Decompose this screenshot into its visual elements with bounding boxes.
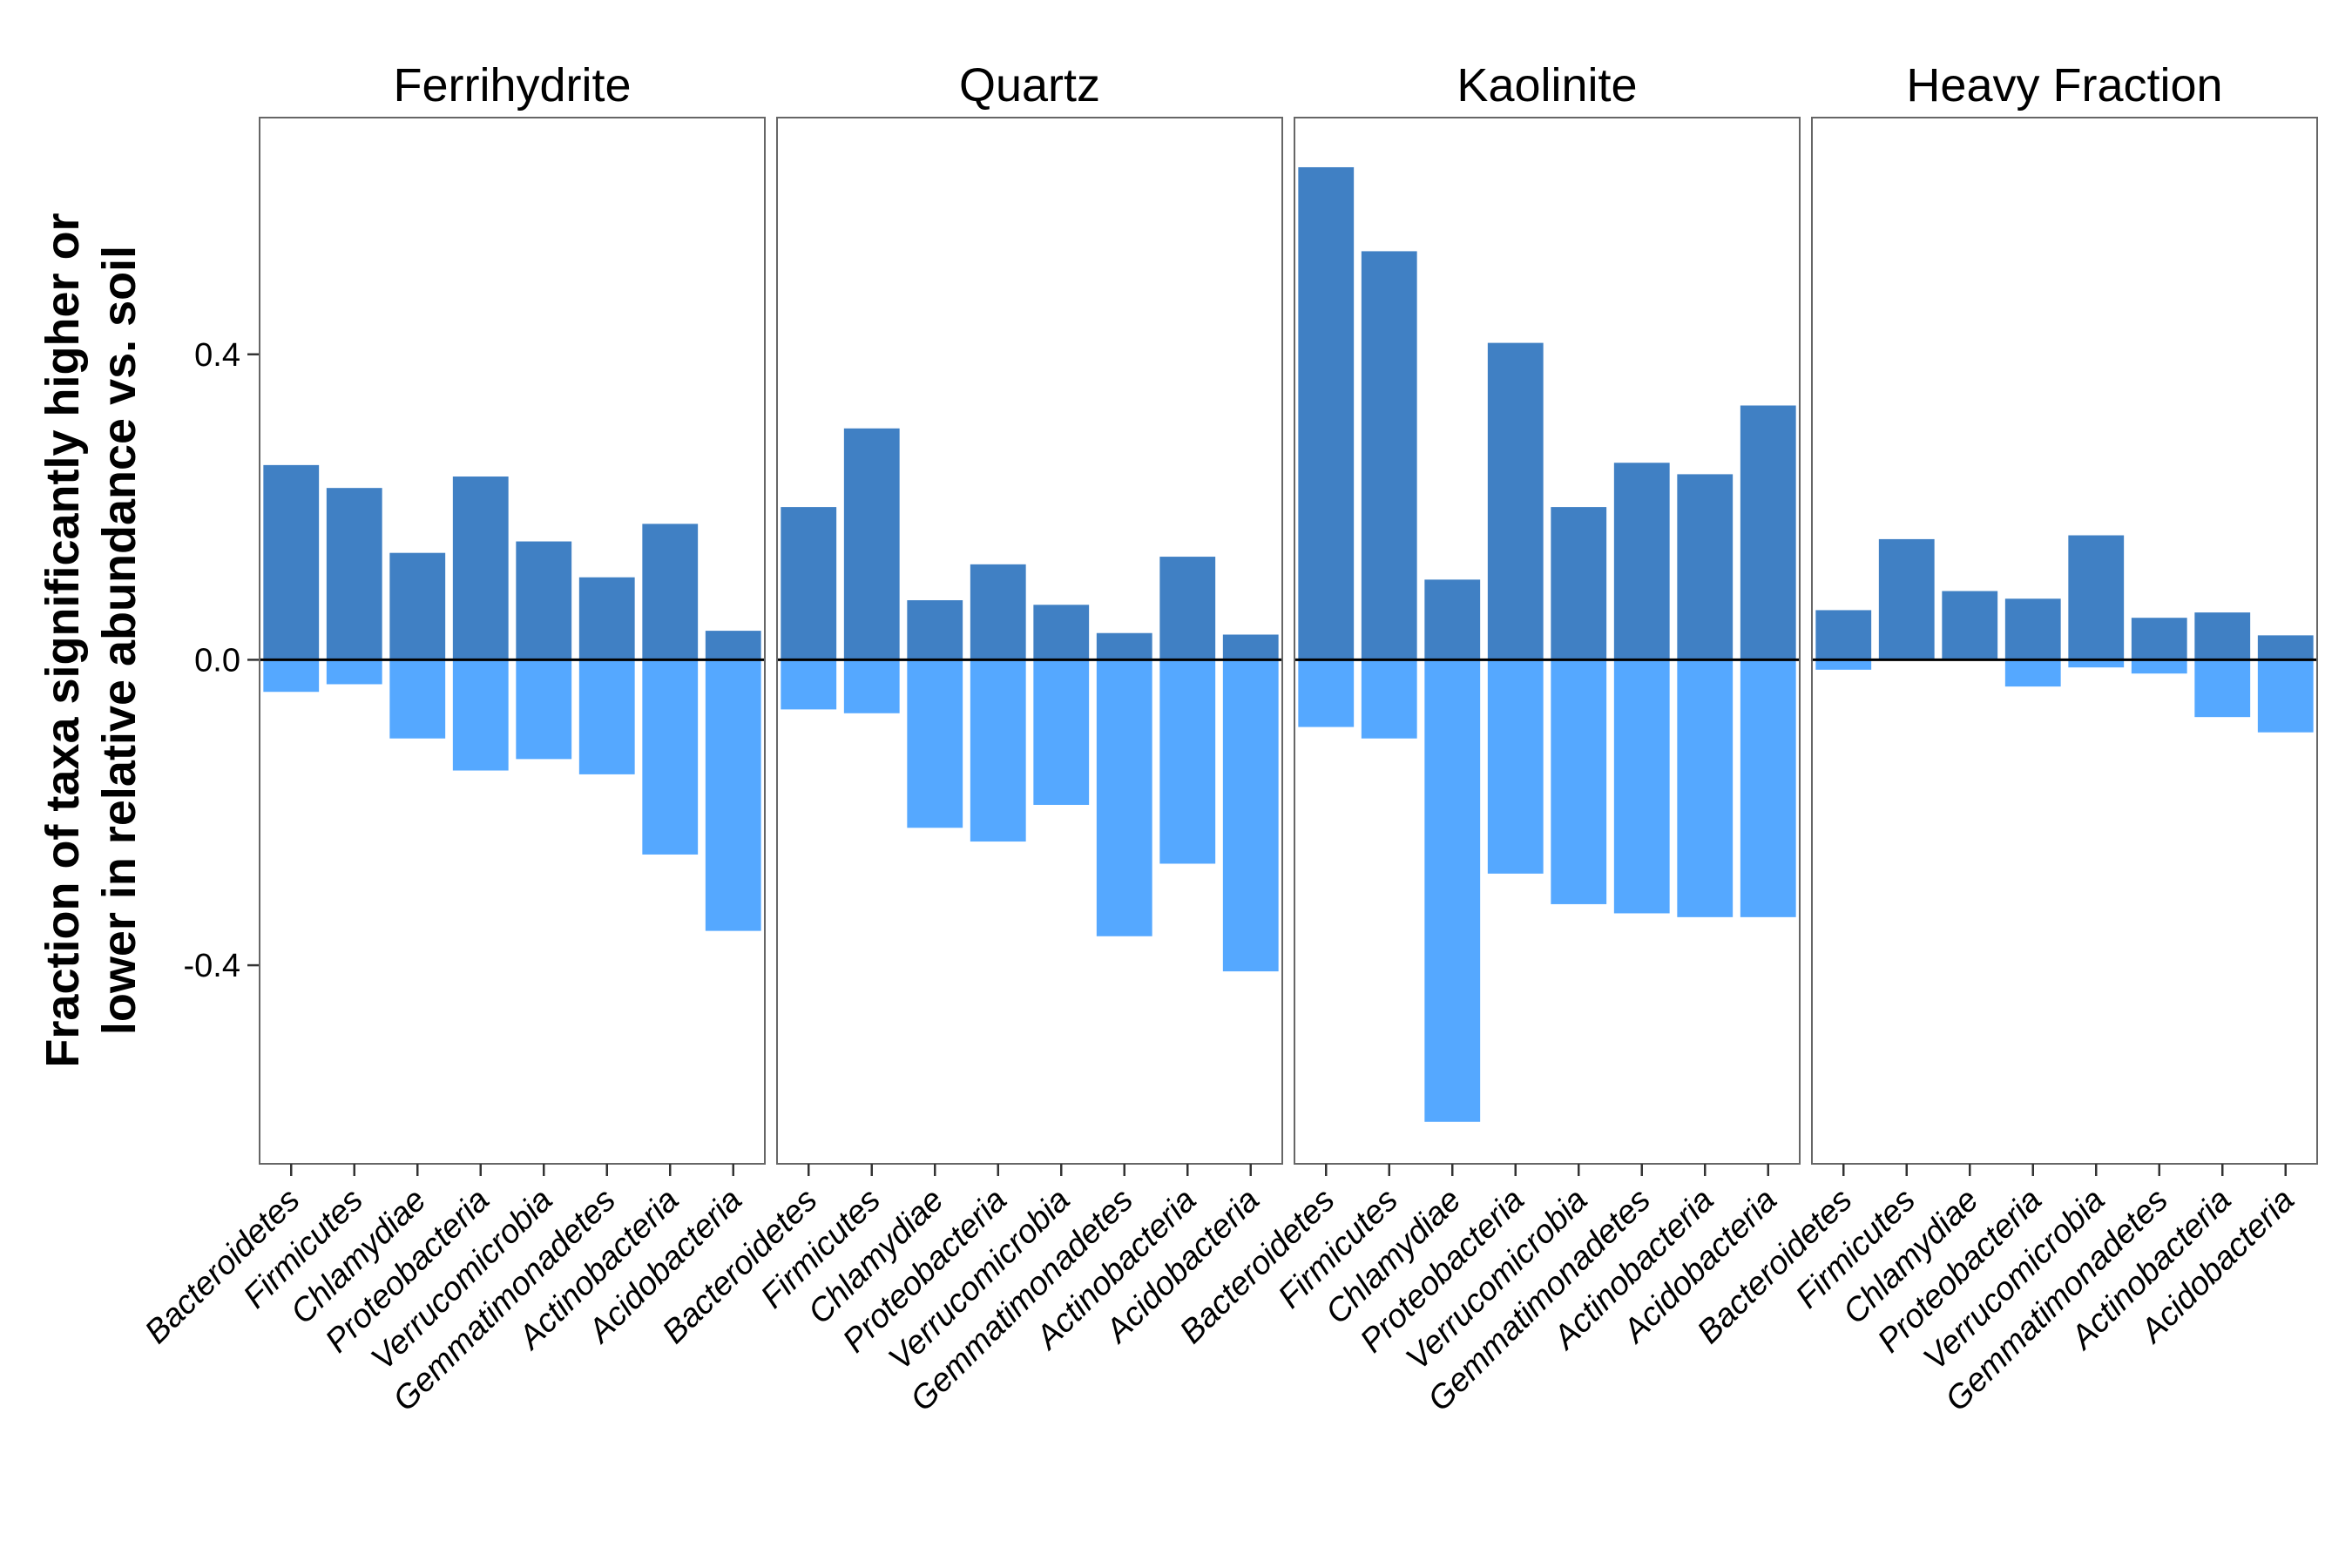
bar-lower	[2257, 659, 2314, 733]
bar-higher	[1361, 251, 1417, 660]
y-axis: 0.4 0.0 -0.4	[184, 337, 260, 984]
bar-higher	[2004, 598, 2061, 660]
bar-higher	[2257, 635, 2314, 660]
bar-lower	[1815, 659, 1872, 670]
y-axis-title-line-2: lower in relative abundance vs. soil	[93, 246, 145, 1035]
bar-higher	[1878, 538, 1935, 660]
bar-higher	[1298, 166, 1355, 660]
bar-lower	[2194, 659, 2251, 718]
panel-frame	[1294, 117, 1801, 1165]
bar-higher	[263, 464, 320, 660]
panel-frame	[776, 117, 1283, 1165]
bar-lower	[1487, 659, 1544, 874]
bar-lower	[1298, 659, 1355, 727]
bar-higher	[1159, 557, 1216, 660]
bar-lower	[1424, 659, 1481, 1122]
y-tick-label: -0.4	[184, 948, 240, 984]
bar-higher	[1613, 463, 1670, 660]
panel-title: Heavy Fraction	[1906, 59, 2222, 112]
bar-lower	[1613, 659, 1670, 914]
bar-higher	[1424, 579, 1481, 660]
bar-lower	[2004, 659, 2061, 687]
bar-higher	[578, 577, 635, 660]
bar-higher	[2131, 618, 2187, 660]
bar-higher	[516, 541, 572, 660]
bar-lower	[326, 659, 382, 685]
bar-lower	[1361, 659, 1417, 739]
bar-higher	[1942, 591, 1998, 660]
bar-lower	[1677, 659, 1734, 917]
y-axis-title: Fraction of taxa significantly higher or…	[37, 213, 145, 1067]
bar-lower	[1096, 659, 1152, 936]
bar-lower	[781, 659, 837, 710]
bar-higher	[2068, 535, 2125, 660]
bar-higher	[781, 507, 837, 660]
bar-lower	[642, 659, 699, 855]
bar-higher	[452, 476, 509, 660]
panel-title: Quartz	[959, 59, 1100, 112]
bar-higher	[970, 564, 1026, 660]
bar-higher	[1033, 605, 1090, 660]
bar-higher	[907, 600, 963, 660]
panels: FerrihydriteBacteroidetesFirmicutesChlam…	[139, 59, 2318, 1418]
bar-lower	[516, 659, 572, 760]
bar-higher	[389, 552, 446, 660]
bar-lower	[578, 659, 635, 774]
bar-higher	[705, 631, 761, 660]
bar-higher	[642, 524, 699, 660]
bar-higher	[1740, 405, 1796, 660]
bar-lower	[2131, 659, 2187, 674]
bar-lower	[452, 659, 509, 771]
panel-frame	[259, 117, 766, 1165]
bar-lower	[1740, 659, 1796, 917]
bar-higher	[1551, 507, 1607, 660]
panel-ferrihydrite: FerrihydriteBacteroidetesFirmicutesChlam…	[139, 59, 766, 1418]
panel-title: Ferrihydrite	[393, 59, 631, 112]
bar-higher	[326, 488, 382, 660]
bar-higher	[1677, 474, 1734, 660]
bar-lower	[263, 659, 320, 693]
y-axis-title-line-1: Fraction of taxa significantly higher or	[37, 213, 89, 1067]
bar-lower	[1033, 659, 1090, 805]
bar-higher	[1487, 342, 1544, 660]
bar-lower	[389, 659, 446, 739]
bar-lower	[1222, 659, 1279, 972]
y-tick-label: 0.4	[194, 337, 240, 374]
bar-lower	[907, 659, 963, 828]
bar-lower	[1551, 659, 1607, 904]
bar-lower	[705, 659, 761, 931]
bar-higher	[1815, 610, 1872, 660]
panel-title: Kaolinite	[1456, 59, 1637, 112]
bar-higher	[2194, 612, 2251, 660]
bar-lower	[970, 659, 1026, 842]
bar-lower	[843, 659, 900, 713]
bar-higher	[843, 428, 900, 660]
bar-higher	[1096, 632, 1152, 660]
y-tick-label: 0.0	[194, 642, 240, 679]
bar-higher	[1222, 634, 1279, 660]
bar-lower	[2068, 659, 2125, 668]
panel-frame	[1811, 117, 2318, 1165]
bar-lower	[1159, 659, 1216, 864]
